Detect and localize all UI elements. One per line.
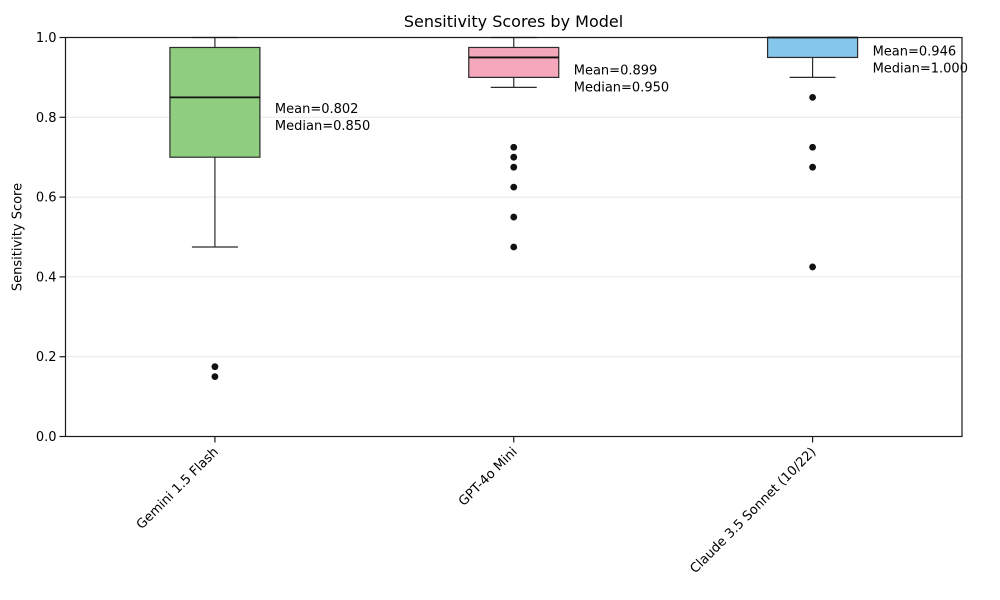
chart-title: Sensitivity Scores by Model — [403, 12, 624, 31]
outlier-dot — [510, 153, 518, 161]
plot-border — [64, 36, 963, 438]
outlier-dot — [510, 243, 518, 251]
y-tick-label: 0.0 — [36, 430, 57, 445]
outlier-dot — [211, 373, 219, 381]
y-tick-label: 0.8 — [36, 111, 57, 126]
y-tick-label: 0.6 — [36, 191, 57, 206]
y-tick-label: 0.2 — [36, 350, 57, 365]
x-category-label: Claude 3.5 Sonnet (10/22) — [687, 445, 819, 577]
x-category-label: GPT-4o Mini — [456, 445, 521, 510]
outlier-dot — [809, 143, 816, 151]
outlier-dot — [510, 163, 518, 171]
y-tick-label: 0.4 — [36, 270, 57, 285]
outlier-dot — [510, 213, 518, 221]
x-category-label: Gemini 1.5 Flash — [134, 445, 222, 533]
annotation-text: Mean=0.802 Median=0.850 — [275, 102, 370, 134]
outlier-dot — [510, 143, 518, 151]
annotation-text: Mean=0.946 Median=1.000 — [873, 45, 968, 77]
outlier-dot — [809, 163, 816, 171]
box — [169, 46, 261, 158]
box — [468, 46, 560, 78]
y-tick-label: 1.0 — [36, 31, 57, 46]
box — [766, 36, 859, 59]
outlier-dot — [510, 183, 518, 191]
annotation-text: Mean=0.899 Median=0.950 — [574, 63, 669, 95]
outlier-dot — [809, 93, 816, 101]
outlier-dot — [211, 363, 219, 371]
outlier-dot — [809, 263, 816, 271]
